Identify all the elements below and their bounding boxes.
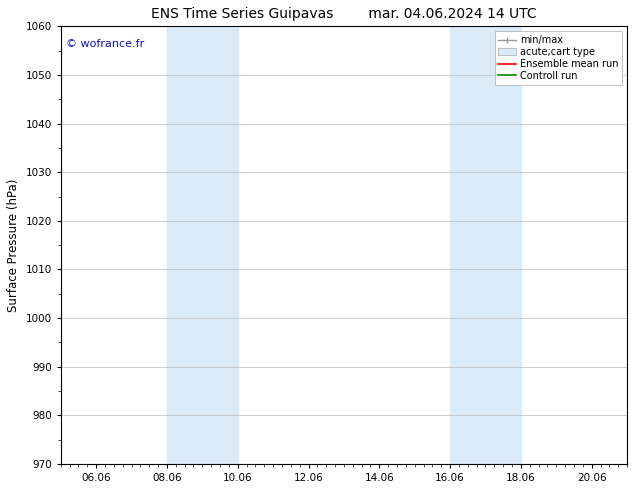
Bar xyxy=(450,26,521,464)
Y-axis label: Surface Pressure (hPa): Surface Pressure (hPa) xyxy=(7,178,20,312)
Legend: min/max, acute;cart type, Ensemble mean run, Controll run: min/max, acute;cart type, Ensemble mean … xyxy=(495,31,622,85)
Title: ENS Time Series Guipavas        mar. 04.06.2024 14 UTC: ENS Time Series Guipavas mar. 04.06.2024… xyxy=(151,7,537,21)
Text: © wofrance.fr: © wofrance.fr xyxy=(67,39,145,49)
Bar xyxy=(167,26,238,464)
